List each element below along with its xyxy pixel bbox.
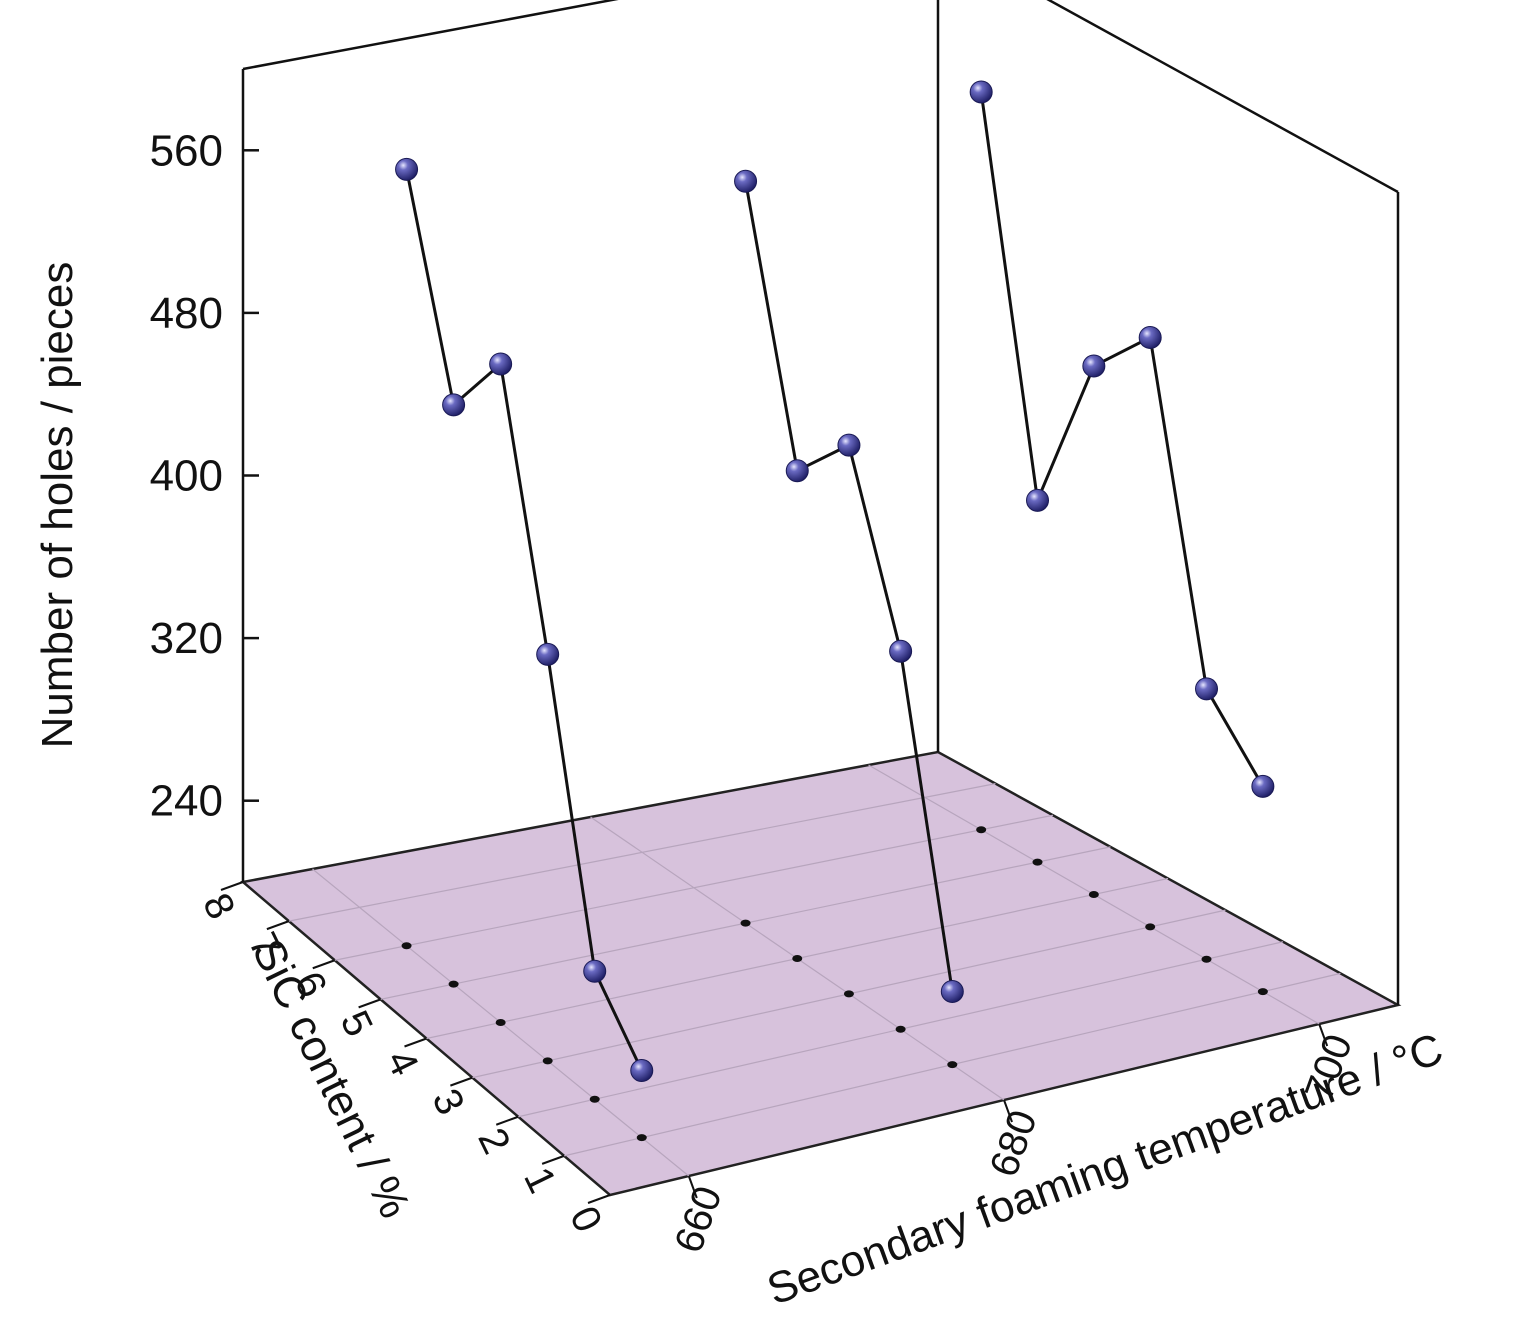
x-tick-label: 660 <box>666 1181 730 1259</box>
box-edge-top-right <box>1046 0 1399 194</box>
floor-projection-dot <box>976 826 987 834</box>
data-point <box>785 459 809 483</box>
x-tick-mark <box>1003 1099 1013 1123</box>
x-tick-mark <box>687 1175 698 1199</box>
floor-projection-dot <box>589 1095 600 1103</box>
floor-projection-dot <box>947 1061 958 1069</box>
x-tick-mark <box>1318 1023 1329 1047</box>
data-point <box>583 959 607 983</box>
y-tick-mark <box>312 959 336 970</box>
series-points <box>395 80 1275 1083</box>
floor-projection-dot <box>1032 858 1043 866</box>
data-point <box>1138 325 1162 349</box>
floor-projections <box>401 826 1268 1142</box>
y-tick-mark <box>404 1037 427 1048</box>
floor-projection-dot <box>448 980 459 988</box>
data-point <box>489 352 513 376</box>
y-tick-label: 4 <box>378 1043 427 1082</box>
y-tick-label: 2 <box>469 1121 518 1160</box>
z-tick-label: 480 <box>150 289 223 338</box>
data-point <box>1195 677 1219 701</box>
floor-projection-dot <box>401 942 412 950</box>
floor-projection-dot <box>843 990 854 998</box>
series-line <box>979 91 1265 788</box>
floor-projection-dot <box>542 1057 553 1065</box>
series-line <box>405 169 644 1072</box>
data-point <box>536 642 560 666</box>
data-point <box>1082 354 1106 378</box>
y-tick-label: 1 <box>515 1161 564 1200</box>
z-axis-title: Number of holes / pieces <box>33 262 82 749</box>
floor-projection-dot <box>740 919 751 927</box>
y-tick-label: 0 <box>561 1200 610 1239</box>
y-tick-mark <box>358 998 381 1009</box>
floor-projection-dot <box>1145 923 1156 931</box>
y-tick-label: 8 <box>194 887 243 926</box>
box-edge-top-back <box>242 0 619 71</box>
floor-projection-dot <box>636 1134 647 1142</box>
floor-projection-dot <box>495 1019 506 1026</box>
z-tick-label: 240 <box>150 777 223 826</box>
data-point <box>889 639 913 663</box>
data-point <box>837 433 861 457</box>
y-tick-mark <box>495 1115 519 1126</box>
y-tick-mark <box>541 1154 565 1165</box>
z-tick-label: 560 <box>150 126 223 175</box>
floor-projection-dot <box>1088 891 1099 898</box>
data-point <box>442 393 466 417</box>
z-tick-label: 320 <box>150 614 223 663</box>
y-tick-mark <box>587 1194 611 1204</box>
data-point <box>1251 774 1275 798</box>
z-tick-label: 400 <box>150 452 223 501</box>
data-point <box>969 80 993 104</box>
data-point <box>1026 488 1050 512</box>
floor-projection-dot <box>1257 988 1268 996</box>
data-point <box>940 979 964 1003</box>
data-point <box>395 157 419 181</box>
y-tick-label: 3 <box>423 1082 472 1121</box>
y-tick-mark <box>450 1076 473 1087</box>
data-point <box>734 169 758 193</box>
data-point <box>630 1059 654 1083</box>
floor-projection-dot <box>792 955 803 962</box>
z-axis-ticks: 240 320 400 480 560 <box>150 126 259 826</box>
floor-projection-dot <box>1201 955 1212 963</box>
y-tick-mark <box>220 881 244 891</box>
y-tick-mark <box>266 920 290 931</box>
floor-projection-dot <box>895 1025 906 1033</box>
